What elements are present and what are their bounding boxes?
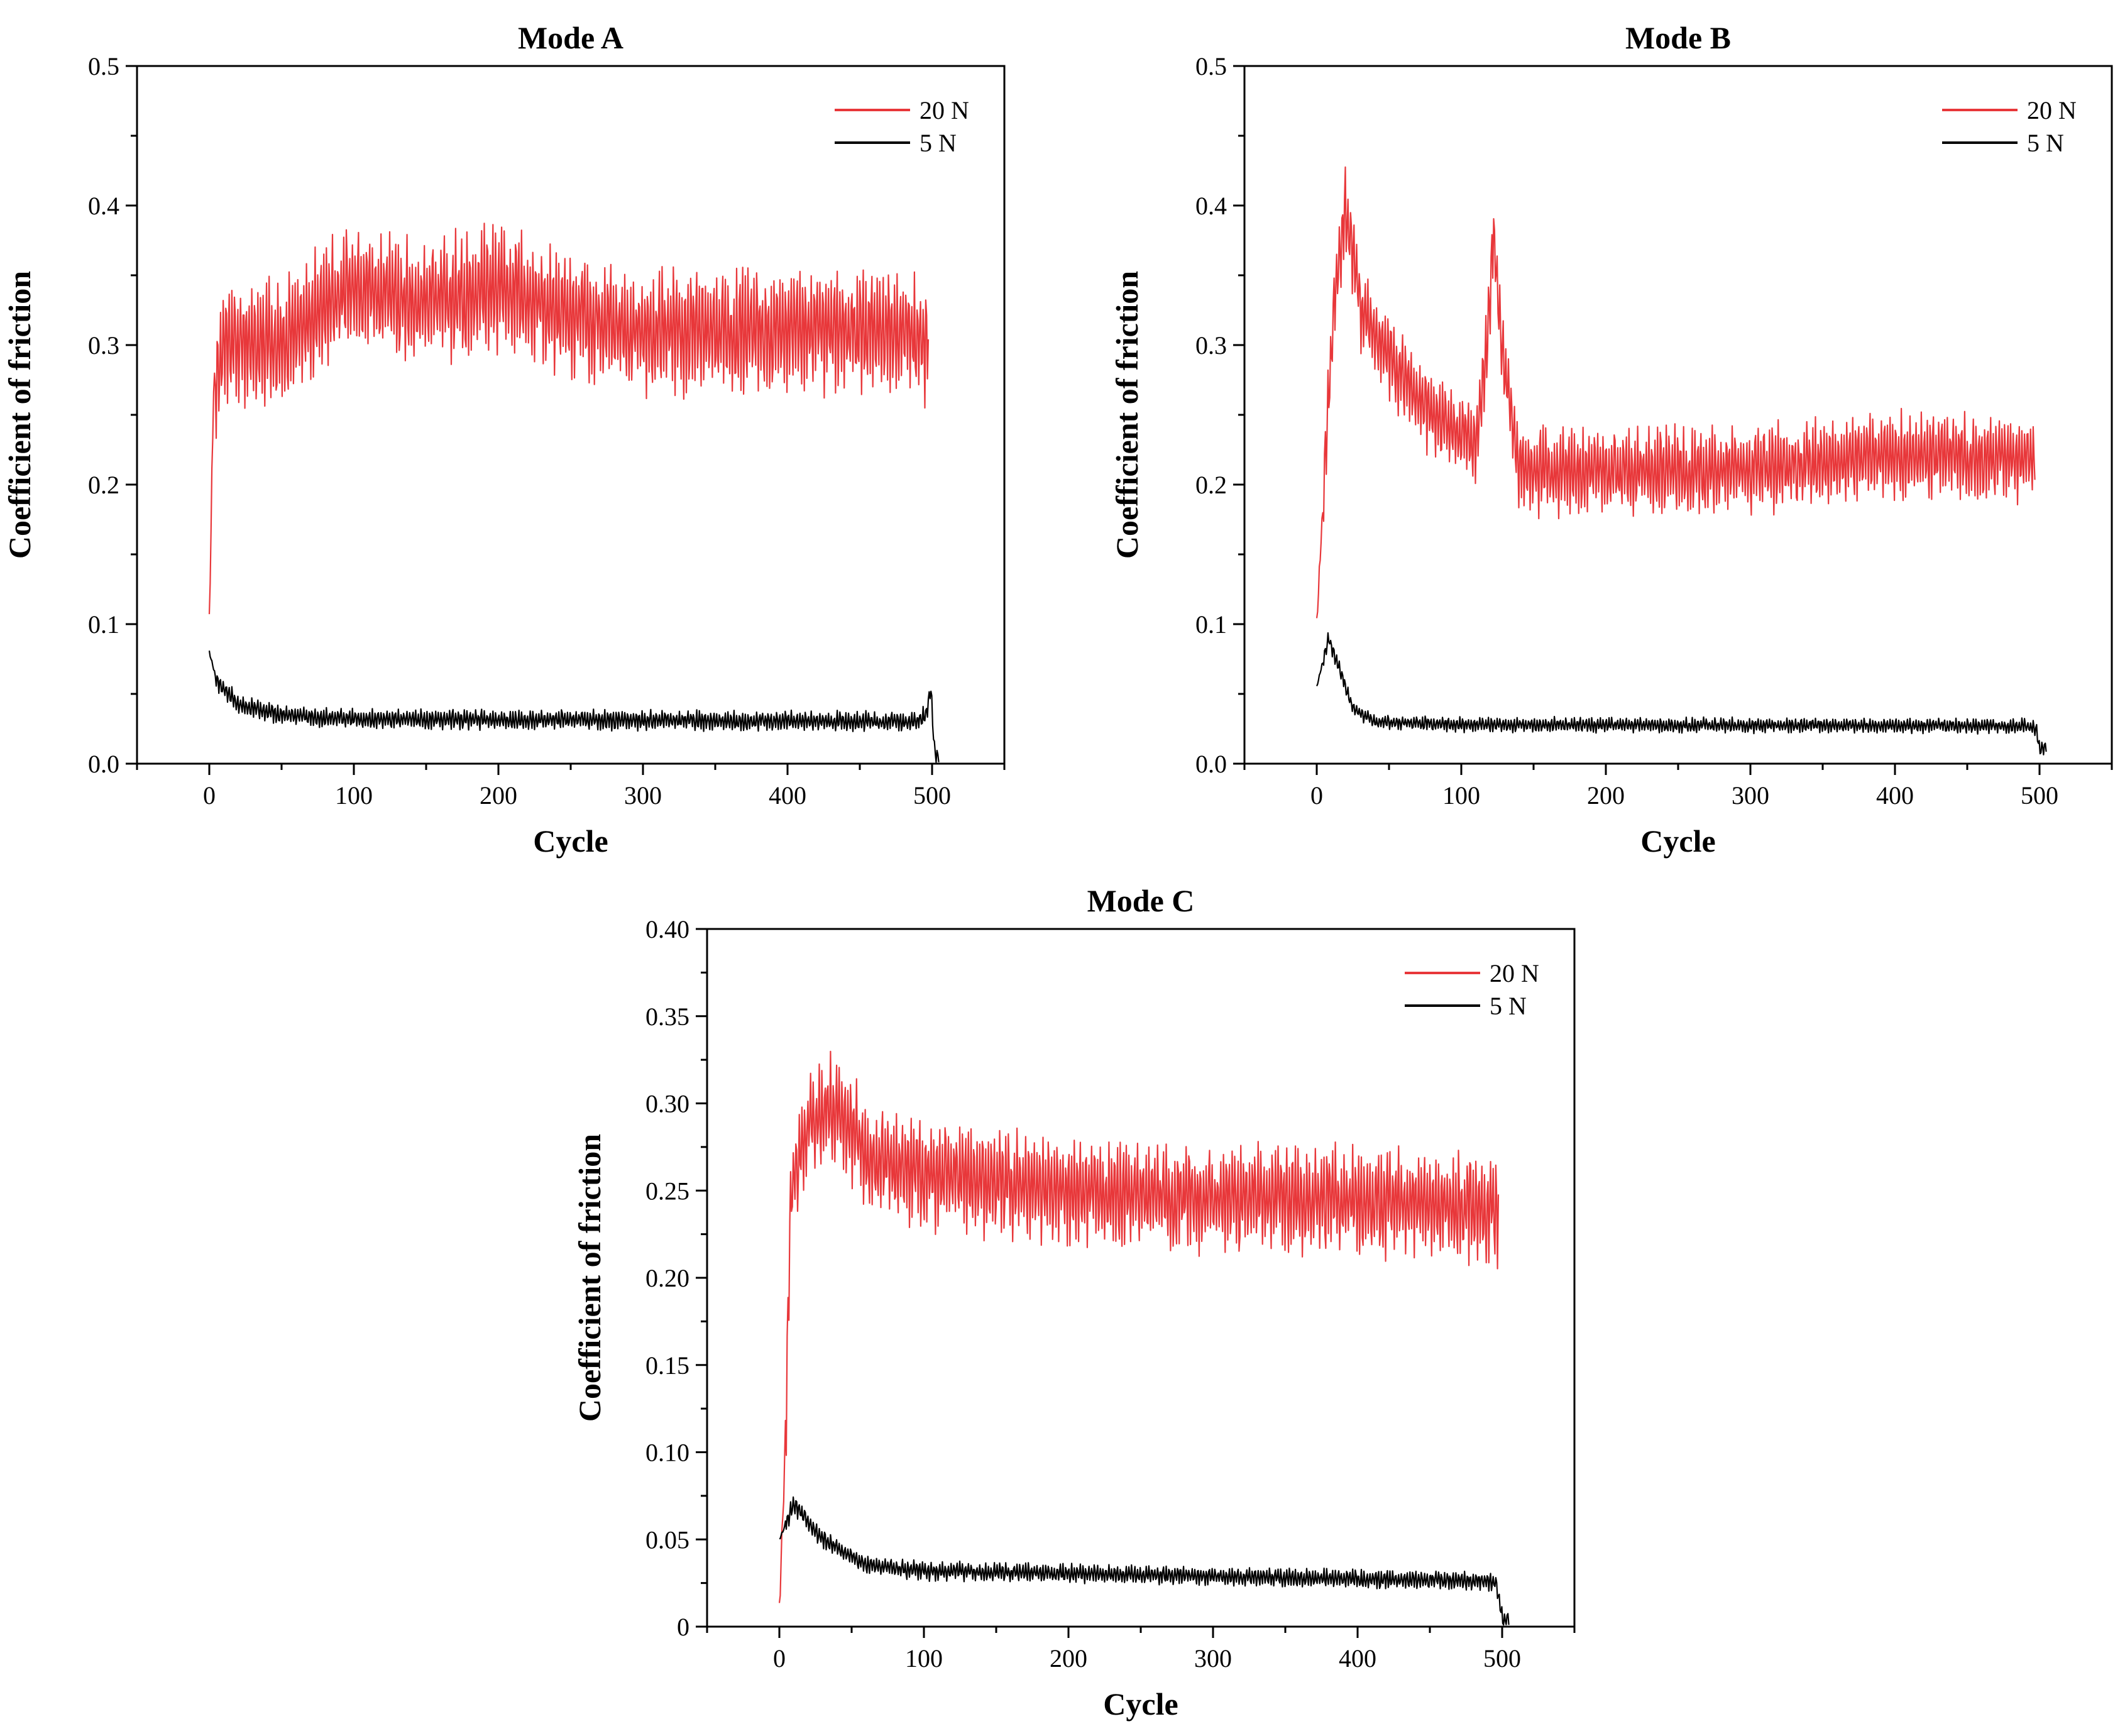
mode-b-x-axis-label: Cycle — [1640, 823, 1715, 859]
mode-c-y-tick-label: 0.35 — [645, 1003, 689, 1031]
mode-c-y-axis-label: Coefficient of friction — [572, 1134, 607, 1422]
mode-a-y-tick-label: 0.0 — [88, 750, 119, 778]
mode-a-y-tick-label: 0.3 — [88, 331, 119, 360]
mode-a-y-tick-label: 0.1 — [88, 610, 119, 639]
mode-b-x-tick-label: 300 — [1732, 781, 1769, 810]
mode-a-title: Mode A — [518, 20, 623, 55]
mode-b-plot-frame — [1243, 65, 2113, 765]
mode-b-legend-label: 5 N — [2027, 129, 2064, 157]
mode-b-chart: Mode B 0 100 200 300 400 500 0.0 0.1 0.2 0.3 0.4 0.5… — [1109, 20, 2113, 859]
mode-c-x-tick-label: 100 — [905, 1644, 943, 1673]
mode-c-y-tick-label: 0.10 — [645, 1439, 689, 1467]
mode-a-x-tick-label: 400 — [769, 781, 806, 810]
mode-a-series-20n — [208, 222, 930, 615]
mode-c-y-tick-label: 0 — [677, 1613, 689, 1641]
mode-b-y-tick-label: 0.4 — [1195, 192, 1227, 220]
mode-a-chart: Mode A 0 100 200 300 400 500 0.0 0.1 0.2 0.3 0.4 0.5… — [2, 20, 1006, 859]
mode-b-y-tick-label: 0.0 — [1195, 750, 1227, 778]
mode-a-x-tick-label: 500 — [913, 781, 951, 810]
mode-c-legend-label: 5 N — [1490, 992, 1527, 1020]
mode-b-y-tick-label: 0.3 — [1195, 331, 1227, 360]
mode-c-y-tick-label: 0.40 — [645, 915, 689, 943]
mode-a-y-tick-label: 0.2 — [88, 471, 119, 499]
mode-b-x-tick-label: 500 — [2021, 781, 2058, 810]
mode-b-legend-label: 20 N — [2027, 96, 2077, 124]
mode-b-x-tick-label: 200 — [1587, 781, 1625, 810]
mode-c-y-tick-label: 0.15 — [645, 1351, 689, 1380]
mode-b-y-tick-label: 0.5 — [1195, 52, 1227, 80]
mode-c-x-tick-label: 500 — [1483, 1644, 1521, 1673]
mode-a-x-tick-label: 100 — [335, 781, 373, 810]
mode-b-series-5n — [1316, 632, 2047, 755]
mode-c-title: Mode C — [1087, 883, 1195, 918]
mode-c-x-tick-label: 400 — [1339, 1644, 1376, 1673]
mode-a-legend-label: 5 N — [920, 129, 957, 157]
mode-b-y-axis-label: Coefficient of friction — [1109, 271, 1145, 559]
mode-c-x-tick-label: 300 — [1194, 1644, 1232, 1673]
mode-c-plot-frame — [706, 928, 1576, 1628]
mode-c-y-tick-label: 0.05 — [645, 1525, 689, 1554]
mode-b-x-tick-label: 400 — [1876, 781, 1914, 810]
mode-b-x-tick-label: 100 — [1442, 781, 1480, 810]
mode-c-x-tick-label: 200 — [1050, 1644, 1087, 1673]
mode-a-y-tick-label: 0.4 — [88, 192, 119, 220]
mode-c-y-tick-label: 0.25 — [645, 1177, 689, 1205]
mode-a-legend-label: 20 N — [920, 96, 969, 124]
mode-a-x-tick-label: 300 — [624, 781, 662, 810]
mode-c-chart: Mode C 0 100 200 300 400 500 0 0.05 0.10 0.15 0.20 0… — [572, 883, 1576, 1722]
mode-c-x-tick-label: 0 — [773, 1644, 786, 1673]
mode-c-legend-label: 20 N — [1490, 959, 1539, 987]
mode-c-series-20n — [778, 1050, 1500, 1603]
mode-c-series-5n — [779, 1496, 1510, 1626]
mode-a-plot-frame — [136, 65, 1006, 765]
mode-a-series-5n — [208, 651, 940, 763]
mode-b-x-tick-label: 0 — [1310, 781, 1323, 810]
mode-b-series-20n — [1315, 166, 2036, 618]
mode-a-x-tick-label: 0 — [203, 781, 216, 810]
mode-b-y-tick-label: 0.1 — [1195, 610, 1227, 639]
mode-c-y-tick-label: 0.30 — [645, 1090, 689, 1118]
mode-c-x-axis-label: Cycle — [1103, 1686, 1178, 1722]
mode-b-title: Mode B — [1625, 20, 1731, 55]
mode-a-x-tick-label: 200 — [480, 781, 517, 810]
mode-a-y-tick-label: 0.5 — [88, 52, 119, 80]
mode-c-y-tick-label: 0.20 — [645, 1264, 689, 1292]
mode-a-x-axis-label: Cycle — [533, 823, 608, 859]
mode-a-y-axis-label: Coefficient of friction — [2, 271, 37, 559]
mode-b-y-tick-label: 0.2 — [1195, 471, 1227, 499]
